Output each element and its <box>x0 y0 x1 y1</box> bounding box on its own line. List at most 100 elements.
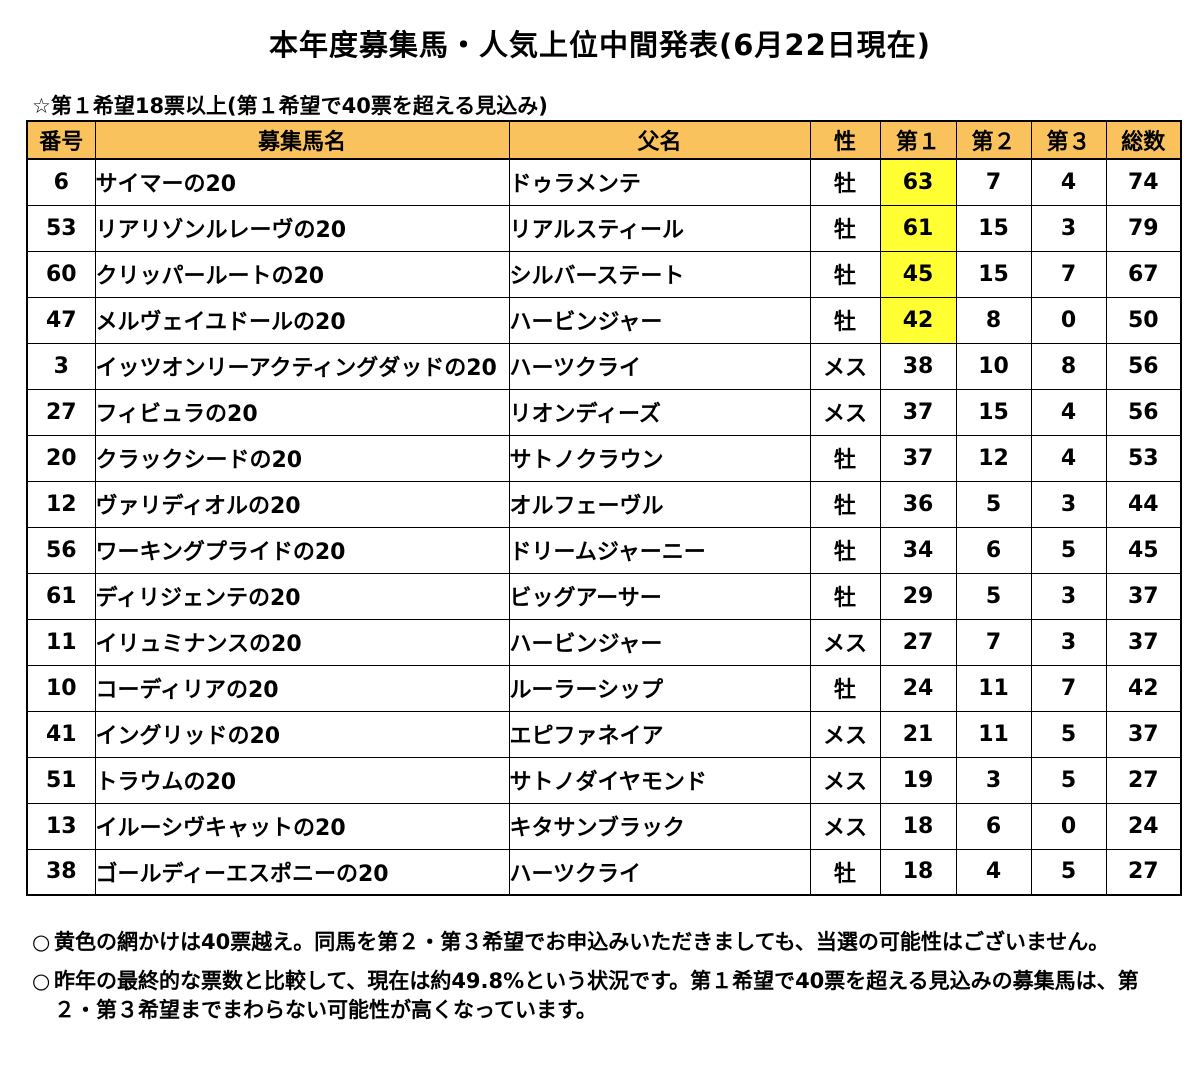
table-row: 10 コーディリアの20 ルーラーシップ牡 24 11 7 42 <box>26 664 1182 712</box>
table-row: 12 ヴァリディオルの20 オルフェーヴル牡 36 5 3 44 <box>26 480 1182 528</box>
cell-second-choice: 11 <box>955 710 1032 758</box>
cell-first-choice: 63 <box>879 158 957 206</box>
cell-second-choice: 5 <box>955 572 1032 620</box>
table-row: 47 メルヴェイユドールの20 ハービンジャー牡 42 8 0 50 <box>26 296 1182 344</box>
cell-sire: ルーラーシップ <box>508 664 811 712</box>
cell-sex: メス <box>809 710 881 758</box>
header-number: 番号 <box>26 120 96 160</box>
cell-third-choice: 8 <box>1030 342 1107 390</box>
cell-number: 38 <box>26 848 96 896</box>
cell-sex: 牡 <box>809 480 881 528</box>
cell-third-choice: 3 <box>1030 480 1107 528</box>
cell-horse-name: イングリッドの20 <box>94 710 510 758</box>
cell-number: 10 <box>26 664 96 712</box>
table-row: 41 イングリッドの20 エピファネイア メス 21 11 5 37 <box>26 710 1182 758</box>
cell-second-choice: 11 <box>955 664 1032 712</box>
table-row: 56 ワーキングプライドの20 ドリームジャーニー牡 34 6 5 45 <box>26 526 1182 574</box>
cell-total: 27 <box>1105 756 1182 804</box>
cell-number: 12 <box>26 480 96 528</box>
cell-second-choice: 3 <box>955 756 1032 804</box>
note-text: 黄色の網かけは40票越え。同馬を第２・第３希望でお申込みいただきましても、当選の… <box>54 930 1110 954</box>
cell-third-choice: 7 <box>1030 250 1107 298</box>
cell-second-choice: 12 <box>955 434 1032 482</box>
cell-sire: エピファネイア <box>508 710 811 758</box>
cell-second-choice: 7 <box>955 618 1032 666</box>
cell-total: 56 <box>1105 342 1182 390</box>
cell-first-choice: 61 <box>879 204 957 252</box>
cell-sire: ドゥラメンテ <box>508 158 811 206</box>
cell-first-choice: 19 <box>879 756 957 804</box>
cell-third-choice: 5 <box>1030 710 1107 758</box>
table-row: 13 イルーシヴキャットの20 キタサンブラック メス 18 6 0 24 <box>26 802 1182 850</box>
cell-sex: 牡 <box>809 664 881 712</box>
header-second-choice: 第２ <box>955 120 1032 160</box>
cell-first-choice: 29 <box>879 572 957 620</box>
cell-third-choice: 3 <box>1030 618 1107 666</box>
cell-third-choice: 5 <box>1030 848 1107 896</box>
cell-sire: ハーツクライ <box>508 342 811 390</box>
cell-total: 56 <box>1105 388 1182 436</box>
cell-first-choice: 45 <box>879 250 957 298</box>
cell-sex: 牡 <box>809 572 881 620</box>
cell-horse-name: ワーキングプライドの20 <box>94 526 510 574</box>
cell-horse-name: トラウムの20 <box>94 756 510 804</box>
cell-total: 45 <box>1105 526 1182 574</box>
table-row: 51 トラウムの20 サトノダイヤモンド メス 19 3 5 27 <box>26 756 1182 804</box>
note-item: ○ 昨年の最終的な票数と比較して、現在は約49.8%という状況です。第１希望で4… <box>32 967 1172 1025</box>
cell-third-choice: 5 <box>1030 756 1107 804</box>
cell-second-choice: 6 <box>955 526 1032 574</box>
cell-first-choice: 37 <box>879 434 957 482</box>
cell-first-choice: 34 <box>879 526 957 574</box>
cell-horse-name: コーディリアの20 <box>94 664 510 712</box>
cell-first-choice: 21 <box>879 710 957 758</box>
cell-sex: メス <box>809 388 881 436</box>
cell-third-choice: 4 <box>1030 158 1107 206</box>
note-item: ○ 黄色の網かけは40票越え。同馬を第２・第３希望でお申込みいただきましても、当… <box>32 928 1172 957</box>
cell-total: 79 <box>1105 204 1182 252</box>
cell-sex: 牡 <box>809 848 881 896</box>
cell-number: 61 <box>26 572 96 620</box>
cell-total: 50 <box>1105 296 1182 344</box>
table-row: 60 クリッパールートの20 シルバーステート牡 45 15 7 67 <box>26 250 1182 298</box>
header-sex: 性 <box>809 120 881 160</box>
cell-horse-name: クラックシードの20 <box>94 434 510 482</box>
cell-first-choice: 36 <box>879 480 957 528</box>
cell-third-choice: 4 <box>1030 388 1107 436</box>
table-header-row: 番号 募集馬名 父名 性 第１ 第２ 第３ 総数 <box>26 120 1182 160</box>
cell-number: 3 <box>26 342 96 390</box>
cell-sex: 牡 <box>809 434 881 482</box>
cell-total: 42 <box>1105 664 1182 712</box>
table-subtitle: ☆第１希望18票以上(第１希望で40票を超える見込み) <box>32 94 548 118</box>
note-bullet: ○ <box>32 930 51 954</box>
cell-second-choice: 6 <box>955 802 1032 850</box>
cell-number: 27 <box>26 388 96 436</box>
cell-first-choice: 42 <box>879 296 957 344</box>
cell-third-choice: 3 <box>1030 572 1107 620</box>
cell-sex: メス <box>809 756 881 804</box>
page-title: 本年度募集馬・人気上位中間発表(6月22日現在) <box>268 28 932 62</box>
cell-sex: 牡 <box>809 204 881 252</box>
cell-horse-name: クリッパールートの20 <box>94 250 510 298</box>
cell-number: 6 <box>26 158 96 206</box>
table-row: 53 リアリゾンルレーヴの20 リアルスティール牡 61 15 3 79 <box>26 204 1182 252</box>
cell-second-choice: 7 <box>955 158 1032 206</box>
cell-sire: オルフェーヴル <box>508 480 811 528</box>
cell-horse-name: イッツオンリーアクティングダッドの20 <box>94 342 510 390</box>
cell-horse-name: イルーシヴキャットの20 <box>94 802 510 850</box>
cell-sex: メス <box>809 342 881 390</box>
cell-third-choice: 3 <box>1030 204 1107 252</box>
cell-total: 44 <box>1105 480 1182 528</box>
cell-sex: メス <box>809 618 881 666</box>
cell-third-choice: 5 <box>1030 526 1107 574</box>
cell-horse-name: ディリジェンテの20 <box>94 572 510 620</box>
cell-second-choice: 15 <box>955 204 1032 252</box>
cell-second-choice: 15 <box>955 388 1032 436</box>
cell-sire: サトノクラウン <box>508 434 811 482</box>
table-row: 38 ゴールディーエスポニーの20 ハーツクライ牡 18 4 5 27 <box>26 848 1182 896</box>
cell-sire: キタサンブラック <box>508 802 811 850</box>
cell-total: 74 <box>1105 158 1182 206</box>
cell-third-choice: 0 <box>1030 802 1107 850</box>
cell-number: 51 <box>26 756 96 804</box>
cell-third-choice: 0 <box>1030 296 1107 344</box>
cell-third-choice: 7 <box>1030 664 1107 712</box>
